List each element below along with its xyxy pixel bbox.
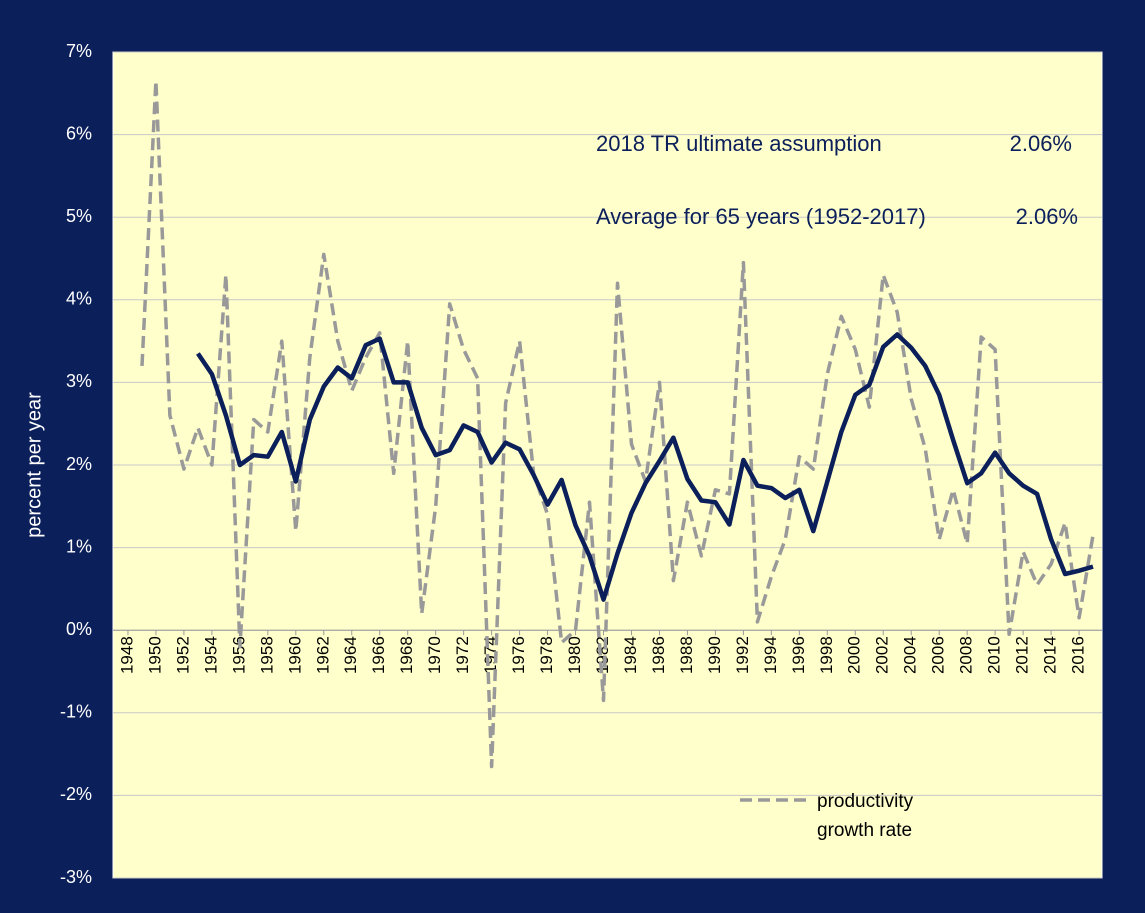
x-tick-label: 1952 — [173, 636, 192, 674]
x-tick-label: 1996 — [789, 636, 808, 674]
annotation: 2.06% — [1016, 204, 1078, 229]
x-tick-label: 2014 — [1041, 636, 1060, 674]
x-tick-label: 1968 — [397, 636, 416, 674]
x-tick-label: 1980 — [565, 636, 584, 674]
x-tick-label: 1988 — [677, 636, 696, 674]
x-tick-label: 1986 — [649, 636, 668, 674]
x-tick-label: 1982 — [593, 636, 612, 674]
y-tick-label: 0% — [66, 619, 92, 639]
x-tick-label: 1956 — [229, 636, 248, 674]
x-tick-label: 1966 — [369, 636, 388, 674]
x-tick-label: 1948 — [117, 636, 136, 674]
x-tick-label: 2004 — [901, 636, 920, 674]
x-tick-label: 1962 — [313, 636, 332, 674]
x-tick-label: 1964 — [341, 636, 360, 674]
y-tick-label: -1% — [60, 702, 92, 722]
x-tick-label: 2012 — [1013, 636, 1032, 674]
y-tick-label: 4% — [66, 289, 92, 309]
x-tick-label: 2000 — [845, 636, 864, 674]
y-tick-label: 7% — [66, 41, 92, 61]
y-axis-label: percent per year — [23, 392, 45, 538]
x-tick-label: 1960 — [285, 636, 304, 674]
y-tick-label: 5% — [66, 206, 92, 226]
annotation: 2.06% — [1010, 131, 1072, 156]
x-tick-label: 1970 — [425, 636, 444, 674]
x-tick-label: 1990 — [705, 636, 724, 674]
x-tick-label: 2010 — [985, 636, 1004, 674]
x-tick-label: 1972 — [453, 636, 472, 674]
x-tick-label: 2008 — [957, 636, 976, 674]
x-tick-label: 1978 — [537, 636, 556, 674]
annotation: 2018 TR ultimate assumption — [596, 131, 882, 156]
y-tick-label: 1% — [66, 536, 92, 556]
x-tick-label: 1992 — [733, 636, 752, 674]
x-tick-label: 1976 — [509, 636, 528, 674]
x-tick-label: 2006 — [929, 636, 948, 674]
x-tick-label: 1950 — [145, 636, 164, 674]
y-tick-label: -2% — [60, 784, 92, 804]
y-tick-label: 3% — [66, 371, 92, 391]
solid-line — [196, 332, 1094, 602]
x-tick-label: 1958 — [257, 636, 276, 674]
x-tick-label: 1998 — [817, 636, 836, 674]
x-tick-label: 1994 — [761, 636, 780, 674]
legend-label: productivity growth rate — [817, 791, 914, 841]
y-tick-label: 6% — [66, 123, 92, 143]
x-tick-label: 2002 — [873, 636, 892, 674]
dashed-line — [140, 79, 1095, 769]
x-tick-label: 2016 — [1069, 636, 1088, 674]
y-tick-label: 2% — [66, 454, 92, 474]
y-tick-label: -3% — [60, 867, 92, 887]
annotation: Average for 65 years (1952-2017) — [596, 204, 926, 229]
x-tick-label: 1954 — [201, 636, 220, 674]
x-tick-label: 1984 — [621, 636, 640, 674]
